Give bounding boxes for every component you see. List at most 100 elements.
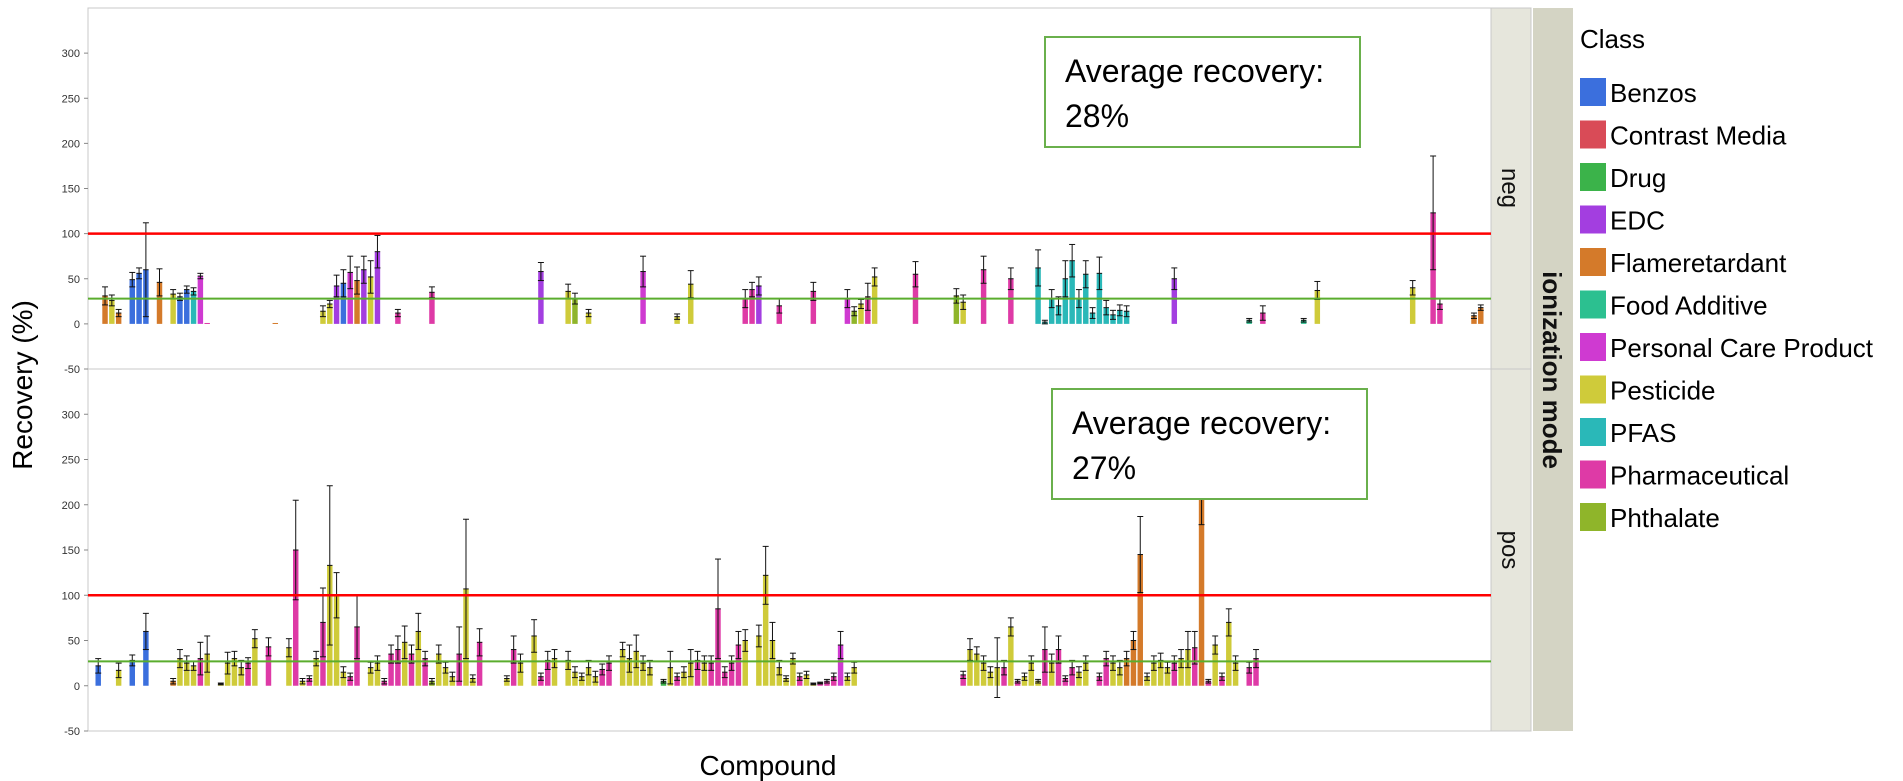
facet-title: ionization mode [1537, 271, 1567, 469]
y-tick-label: 50 [68, 274, 80, 286]
y-tick-label: 300 [62, 409, 80, 421]
bar [722, 672, 728, 686]
y-tick-label: 50 [68, 636, 80, 648]
bar [272, 322, 279, 324]
bar [102, 295, 108, 324]
bar [599, 669, 605, 686]
bar [190, 291, 197, 324]
bar [960, 302, 966, 324]
bar [749, 289, 755, 324]
legend-swatch [1580, 290, 1606, 319]
legend-item-label: Food Additive [1610, 291, 1768, 321]
legend-swatch [1580, 120, 1606, 149]
bar [851, 667, 857, 686]
bar [572, 298, 578, 324]
bar [974, 654, 980, 686]
bar [1219, 676, 1225, 686]
bar [1055, 649, 1062, 686]
bar [197, 276, 204, 324]
bar [442, 667, 449, 686]
bar [429, 292, 435, 324]
bar [987, 672, 994, 686]
bar [960, 674, 966, 686]
bar [585, 667, 592, 686]
bar [538, 676, 544, 686]
bar [633, 651, 639, 686]
legend-swatch [1580, 503, 1606, 531]
bar [1123, 311, 1130, 324]
y-tick-label: 0 [74, 681, 80, 693]
bar [286, 647, 292, 686]
bar [1226, 622, 1232, 686]
y-tick-label: 150 [62, 545, 80, 557]
bar [708, 663, 714, 686]
bar [333, 285, 340, 324]
bar [1103, 307, 1109, 324]
bar [143, 631, 149, 686]
legend-swatch [1580, 375, 1606, 404]
bar [783, 678, 789, 686]
bar [980, 269, 987, 324]
bar [95, 665, 101, 686]
annotation-pos-line2: 27% [1072, 450, 1136, 486]
bar [585, 313, 592, 324]
legend-swatch [1580, 460, 1606, 489]
bar [810, 291, 817, 324]
bar [803, 674, 810, 686]
legend-swatch [1580, 205, 1606, 234]
bar [776, 667, 783, 686]
bar [510, 649, 517, 686]
legend-item-label: PFAS [1610, 418, 1676, 448]
annotation-neg-box [1044, 36, 1361, 148]
bar [776, 305, 783, 324]
bar [306, 678, 313, 686]
bar [1144, 676, 1150, 686]
strip-pos [1490, 368, 1532, 732]
legend-item-label: Drug [1610, 163, 1666, 193]
annotation-pos: Average recovery: 27% [1051, 388, 1368, 500]
bar [681, 672, 687, 686]
strip-facet [1533, 8, 1573, 731]
y-axis-title: Recovery (%) [7, 300, 38, 470]
y-tick-label: 0 [74, 319, 80, 331]
bar [756, 285, 762, 324]
bar [606, 663, 612, 686]
bar [742, 640, 748, 686]
legend-item-label: Pesticide [1610, 376, 1716, 406]
bar [388, 654, 394, 686]
bar [1157, 660, 1164, 686]
bar [1083, 663, 1089, 686]
bar [1048, 663, 1055, 686]
bar [1028, 663, 1035, 686]
bar [1035, 267, 1041, 324]
bar [694, 660, 701, 686]
bar [327, 304, 333, 324]
bar [367, 667, 374, 686]
legend-item-label: Phthalate [1610, 503, 1720, 533]
bar [1123, 658, 1130, 686]
bar [265, 646, 272, 686]
bar [170, 294, 176, 324]
bar [1171, 278, 1178, 324]
bar [1253, 658, 1259, 686]
bar [422, 658, 428, 686]
bar [1117, 310, 1123, 324]
legend-title: Class [1580, 24, 1645, 54]
bar [674, 676, 680, 686]
bar [504, 678, 510, 686]
bar [313, 658, 319, 686]
bar [1001, 667, 1007, 686]
y-tick-label: 100 [62, 590, 80, 602]
y-tick-label: 200 [62, 500, 80, 512]
bar [340, 283, 347, 324]
bar [476, 642, 483, 686]
bar [238, 667, 244, 686]
bar [742, 298, 748, 324]
x-axis-title: Compound [700, 750, 837, 781]
legend-item-label: EDC [1610, 206, 1665, 236]
bar [837, 645, 844, 686]
bar [1069, 667, 1075, 686]
bar [1021, 676, 1028, 686]
y-tick-label: -50 [64, 364, 80, 376]
bar [293, 550, 299, 686]
